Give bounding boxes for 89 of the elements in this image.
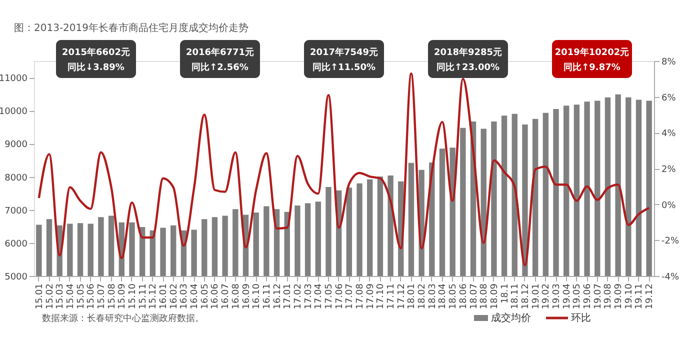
x-tick-label: 15.06 [86, 283, 97, 310]
y2-tick-label: -4% [662, 272, 680, 282]
x-tick-label: 17.10 [376, 283, 386, 310]
text: 2015年6602元 [62, 47, 130, 58]
x-tick-label: 16.05 [200, 284, 210, 310]
x-tick-label: 15.08 [107, 283, 118, 310]
x-tick-label: 15.12 [148, 284, 159, 310]
y2-tick-label: 2% [662, 165, 676, 175]
x-tick-label: 18.02 [418, 284, 428, 310]
x-tick-label: 18.11 [510, 284, 521, 310]
x-tick-label: 19.08 [604, 283, 614, 310]
x-tick-label: 15.03 [56, 284, 66, 310]
x-tick-label: 18.1 [500, 284, 510, 304]
y-tick-label: 6000 [4, 239, 28, 250]
line-series [38, 72, 650, 266]
y-tick-label: 10000 [0, 107, 28, 118]
x-tick-label: 19.03 [552, 284, 562, 310]
x-tick-label: 17.03 [304, 284, 314, 310]
x-tick-label: 17.08 [356, 283, 366, 310]
x-tick-label: 16.06 [210, 283, 221, 310]
text: 2016年6771元 [186, 47, 254, 58]
text: 2018年9285元 [434, 47, 502, 58]
x-tick-label: 18.09 [490, 283, 500, 310]
x-tick-label: 17.07 [345, 284, 356, 310]
x-tick-label: 17.12 [396, 284, 407, 310]
y-tick-label: 7000 [4, 206, 28, 216]
x-tick-label: 16.03 [180, 284, 190, 310]
annotation: 同比↓3.89% [68, 62, 124, 73]
x-tick-label: 17.05 [324, 284, 334, 310]
y-tick-label: 8000 [4, 173, 28, 184]
x-tick-label: 19.05 [572, 284, 583, 310]
x-tick-label: 16.07 [221, 284, 232, 310]
y-tick-label: 11000 [0, 74, 28, 84]
x-tick-label: 15.05 [76, 284, 86, 310]
x-tick-label: 17.09 [366, 283, 376, 310]
text: 2017年7549元 [310, 47, 378, 58]
legend-label: 成交均价 [491, 312, 531, 324]
annotation: 同比↑23.00% [436, 62, 500, 73]
x-tick-label: 18.08 [480, 283, 490, 310]
x-tick-label: 15.07 [96, 284, 107, 310]
x-tick-label: 19.12 [645, 284, 656, 310]
x-tick-label: 15.10 [128, 283, 138, 310]
y2-tick-label: 0% [662, 200, 676, 211]
x-tick-label: 18.06 [458, 283, 469, 310]
legend-label: 环比 [571, 312, 591, 324]
annotation: 同比↑9.87% [564, 62, 620, 73]
text: 2019年10202元 [554, 47, 630, 58]
x-tick-label: 16.01 [159, 284, 170, 310]
x-tick-label: 17.01 [283, 284, 294, 310]
x-tick-label: 19.01 [531, 284, 542, 310]
x-tick-label: 15.02 [45, 284, 56, 310]
x-tick-label: 17.02 [293, 284, 304, 310]
y2-tick-label: 8% [662, 58, 676, 68]
y-tick-label: 5000 [4, 272, 28, 282]
x-tick-label: 17.11 [386, 284, 397, 310]
x-tick-label: 18.12 [520, 284, 531, 310]
x-tick-label: 19.02 [542, 284, 552, 310]
x-tick-label: 16.09 [242, 283, 252, 310]
x-tick-label: 19.09 [614, 283, 624, 310]
y-tick-label: 9000 [4, 140, 28, 150]
x-tick-label: 17.06 [334, 283, 345, 310]
x-tick-label: 15.01 [34, 284, 45, 310]
x-tick-label: 18.01 [407, 284, 418, 310]
x-tick-label: 19.06 [583, 283, 594, 310]
x-tick-label: 17.04 [314, 283, 324, 310]
x-tick-label: 16.02 [169, 284, 180, 310]
x-tick-label: 15.04 [66, 283, 76, 310]
x-tick-label: 19.10 [624, 283, 634, 310]
x-tick-label: 16.04 [190, 283, 200, 310]
x-tick-label: 15.11 [138, 284, 148, 310]
x-tick-label: 18.03 [428, 284, 438, 310]
annotation: 同比↑11.50% [312, 62, 376, 73]
x-tick-label: 16.12 [272, 284, 283, 310]
x-tick-label: 19.11 [634, 284, 645, 310]
x-tick-label: 18.05 [448, 284, 459, 310]
x-tick-label: 19.04 [562, 283, 572, 310]
x-tick-label: 18.07 [469, 284, 480, 310]
source-note: 数据来源：长春研究中心监测政府数据。 [42, 313, 204, 324]
y2-tick-label: 6% [662, 93, 676, 104]
x-tick-label: 18.04 [438, 283, 448, 310]
annotation: 同比↑2.56% [192, 62, 248, 73]
chart-title: 图：2013-2019年长春市商品住宅月度成交均价走势 [14, 22, 249, 34]
y2-tick-label: -2% [662, 236, 680, 247]
x-tick-label: 16.08 [231, 283, 242, 310]
y2-tick-label: 4% [662, 129, 676, 140]
x-tick-label: 15.09 [118, 283, 128, 310]
x-tick-label: 16.10 [252, 283, 262, 310]
x-tick-label: 16.11 [262, 284, 272, 310]
x-tick-label: 19.07 [593, 284, 604, 310]
